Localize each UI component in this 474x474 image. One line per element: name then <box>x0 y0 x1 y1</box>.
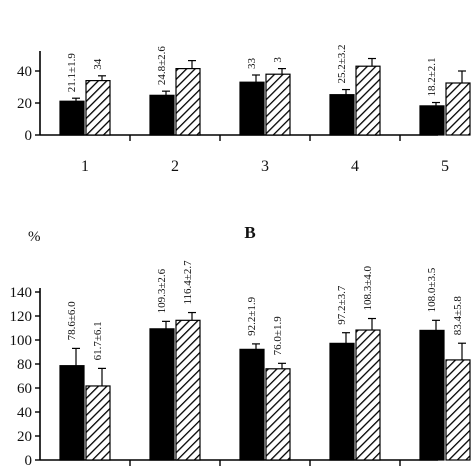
bar-series-1 <box>149 328 175 461</box>
data-label: 78.6±6.0 <box>66 301 78 341</box>
data-label: 116.4±2.7 <box>182 260 194 305</box>
y-tick-label: 20 <box>17 429 32 445</box>
y-tick-label: 120 <box>10 309 33 325</box>
bar-series-2 <box>175 319 201 461</box>
data-label: 97.2±3.7 <box>336 285 348 325</box>
y-tick-label: 20 <box>17 96 32 112</box>
bar-series-1 <box>149 94 175 136</box>
y-tick-label: 0 <box>25 128 33 144</box>
bar-series-2 <box>85 385 111 461</box>
data-label: 33 <box>246 58 258 70</box>
data-label: 109.3±2.6 <box>156 268 168 313</box>
bar-series-2 <box>355 329 381 461</box>
bar-series-2 <box>445 359 471 461</box>
data-label: 34 <box>92 58 104 70</box>
data-label: 24.8±2.6 <box>156 46 168 86</box>
y-tick-label: 40 <box>17 405 32 421</box>
data-label: 21.1±1.9 <box>66 53 78 93</box>
y-tick-label: 40 <box>17 64 32 80</box>
x-category-label: 4 <box>351 158 359 175</box>
data-label: 92.2±1.9 <box>246 296 258 336</box>
bar-series-1 <box>329 94 355 136</box>
x-category-label: 5 <box>441 158 449 175</box>
bar-series-1 <box>239 348 265 461</box>
bar-series-2 <box>265 368 291 461</box>
bar-series-2 <box>175 67 201 136</box>
panel-b-chart: B % 0 20 40 60 80 100 120 140 78.6±6.0 61.7±6.1 10… <box>10 223 471 469</box>
y-tick-label: 140 <box>10 285 33 301</box>
bar-series-1 <box>239 81 265 136</box>
x-category-label: 3 <box>261 158 269 175</box>
bar-series-2 <box>355 65 381 136</box>
data-label: 61.7±6.1 <box>92 321 104 360</box>
panel-b-title: B <box>244 223 255 242</box>
data-label: 108.3±4.0 <box>362 265 374 310</box>
data-label: 108.0±3.5 <box>426 267 438 312</box>
panel-b-ylabel: % <box>28 229 41 245</box>
bar-series-1 <box>59 365 85 461</box>
bar-series-2 <box>445 82 471 136</box>
y-tick-label: 100 <box>10 333 33 349</box>
x-category-label: 1 <box>81 158 89 175</box>
x-category-label: 2 <box>171 158 179 175</box>
bar-series-2 <box>85 79 111 136</box>
data-label: 25.2±3.2 <box>336 45 348 84</box>
y-tick-label: 80 <box>17 357 32 373</box>
y-tick-label: 60 <box>17 381 32 397</box>
data-label: 83.4±5.8 <box>452 296 464 336</box>
bar-series-1 <box>419 329 445 461</box>
bar-series-1 <box>59 100 85 136</box>
y-tick-label: 0 <box>25 453 33 469</box>
data-label: 3 <box>272 57 284 63</box>
bar-series-1 <box>329 342 355 461</box>
data-label: 76.0±1.9 <box>272 316 284 356</box>
bar-series-1 <box>419 105 445 136</box>
data-label: 18.2±2.1 <box>426 57 438 96</box>
bar-series-2 <box>265 73 291 136</box>
